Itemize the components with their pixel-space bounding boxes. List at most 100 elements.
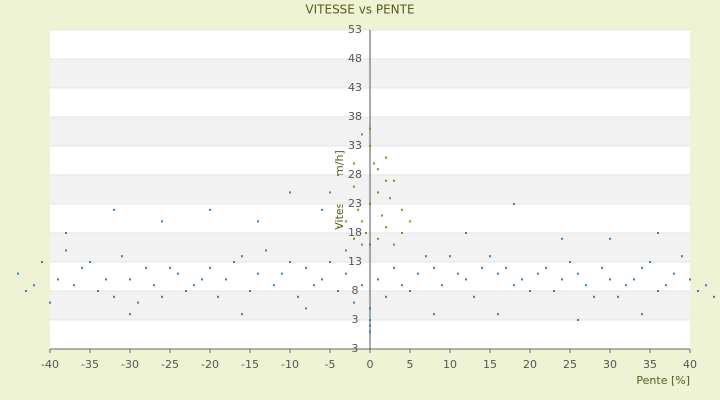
point <box>345 220 347 223</box>
point <box>241 255 243 258</box>
point <box>593 295 595 298</box>
x-tick-label: 30 <box>603 358 617 371</box>
point <box>373 162 375 165</box>
point <box>161 295 163 298</box>
point <box>209 266 211 269</box>
point <box>433 266 435 269</box>
point <box>369 243 371 246</box>
point <box>209 208 211 211</box>
point <box>145 266 147 269</box>
point <box>601 266 603 269</box>
point <box>153 284 155 287</box>
point <box>537 272 539 275</box>
x-tick-label: -15 <box>241 358 259 371</box>
point <box>185 290 187 292</box>
point <box>609 237 611 240</box>
point <box>465 232 467 234</box>
chart-title: VITESSE vs PENTE <box>305 3 414 17</box>
point <box>633 278 635 281</box>
x-tick-label: 20 <box>523 358 537 371</box>
point <box>337 174 339 176</box>
point <box>389 197 391 200</box>
x-tick-label: 0 <box>367 358 374 371</box>
point <box>321 278 323 281</box>
point <box>665 284 667 287</box>
y-tick-label: 13 <box>348 255 362 268</box>
point <box>409 220 411 223</box>
point <box>321 208 323 211</box>
point <box>377 191 379 194</box>
point <box>329 261 331 263</box>
point <box>305 307 307 310</box>
point <box>169 266 171 269</box>
point <box>361 243 363 246</box>
point <box>657 290 659 292</box>
point <box>377 237 379 240</box>
point <box>377 278 379 281</box>
y-tick-label: 38 <box>348 110 362 123</box>
point <box>241 313 243 316</box>
point <box>353 162 355 165</box>
point <box>609 278 611 281</box>
point <box>233 261 235 263</box>
point <box>345 272 347 275</box>
point <box>381 214 383 217</box>
point <box>353 237 355 240</box>
x-tick-label: -25 <box>161 358 179 371</box>
x-tick-label: -20 <box>201 358 219 371</box>
point <box>513 203 515 205</box>
point <box>497 313 499 316</box>
point <box>65 232 67 234</box>
point <box>369 330 371 333</box>
point <box>361 284 363 287</box>
point <box>673 272 675 275</box>
point <box>345 249 347 252</box>
point <box>25 290 27 292</box>
x-tick-label: 15 <box>483 358 497 371</box>
point <box>369 145 371 147</box>
y-tick-label: 3 <box>352 313 359 326</box>
point <box>513 284 515 287</box>
x-tick-label: -10 <box>281 358 299 371</box>
point <box>441 284 443 287</box>
point <box>89 261 91 263</box>
point <box>113 208 115 211</box>
point <box>385 156 387 159</box>
point <box>121 255 123 258</box>
point <box>265 249 267 252</box>
point <box>497 272 499 275</box>
point <box>201 278 203 281</box>
point <box>577 272 579 275</box>
point <box>457 272 459 275</box>
point <box>313 284 315 287</box>
point <box>105 278 107 281</box>
point <box>713 295 715 298</box>
point <box>289 191 291 194</box>
point <box>297 295 299 298</box>
point <box>553 290 555 292</box>
x-tick-label: 35 <box>643 358 657 371</box>
point <box>257 272 259 275</box>
point <box>505 266 507 269</box>
point <box>377 168 379 171</box>
point <box>49 301 51 304</box>
point <box>409 290 411 292</box>
point <box>433 313 435 316</box>
point <box>681 255 683 258</box>
x-tick-label: 10 <box>443 358 457 371</box>
x-tick-label: 40 <box>683 358 697 371</box>
point <box>393 179 395 182</box>
point <box>137 301 139 304</box>
point <box>65 249 67 252</box>
point <box>129 278 131 281</box>
point <box>529 290 531 292</box>
x-tick-label: -40 <box>41 358 59 371</box>
x-axis-label: Pente [%] <box>636 374 690 387</box>
point <box>425 255 427 258</box>
point <box>569 261 571 263</box>
point <box>689 278 691 281</box>
point <box>257 220 259 223</box>
x-tick-label: -5 <box>325 358 336 371</box>
point <box>225 278 227 281</box>
